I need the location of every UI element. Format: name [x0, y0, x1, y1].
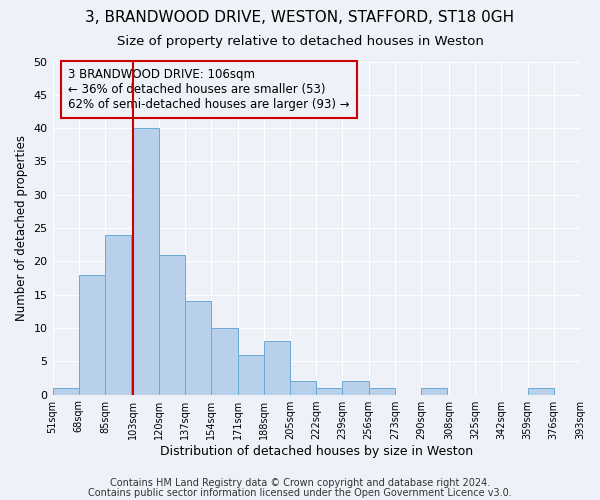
Bar	[343, 382, 369, 394]
Text: 3, BRANDWOOD DRIVE, WESTON, STAFFORD, ST18 0GH: 3, BRANDWOOD DRIVE, WESTON, STAFFORD, ST…	[85, 10, 515, 25]
Bar	[159, 254, 185, 394]
Text: Contains HM Land Registry data © Crown copyright and database right 2024.: Contains HM Land Registry data © Crown c…	[110, 478, 490, 488]
Bar	[79, 274, 105, 394]
X-axis label: Distribution of detached houses by size in Weston: Distribution of detached houses by size …	[160, 444, 473, 458]
Bar	[133, 128, 159, 394]
Bar	[316, 388, 343, 394]
Bar	[238, 354, 264, 395]
Bar	[211, 328, 238, 394]
Text: Contains public sector information licensed under the Open Government Licence v3: Contains public sector information licen…	[88, 488, 512, 498]
Bar	[369, 388, 395, 394]
Bar	[527, 388, 554, 394]
Text: 3 BRANDWOOD DRIVE: 106sqm
← 36% of detached houses are smaller (53)
62% of semi-: 3 BRANDWOOD DRIVE: 106sqm ← 36% of detac…	[68, 68, 350, 111]
Y-axis label: Number of detached properties: Number of detached properties	[15, 135, 28, 321]
Bar	[580, 388, 600, 394]
Bar	[185, 302, 211, 394]
Bar	[264, 342, 290, 394]
Text: Size of property relative to detached houses in Weston: Size of property relative to detached ho…	[116, 35, 484, 48]
Bar	[421, 388, 448, 394]
Bar	[105, 234, 131, 394]
Bar	[290, 382, 316, 394]
Bar	[53, 388, 79, 394]
